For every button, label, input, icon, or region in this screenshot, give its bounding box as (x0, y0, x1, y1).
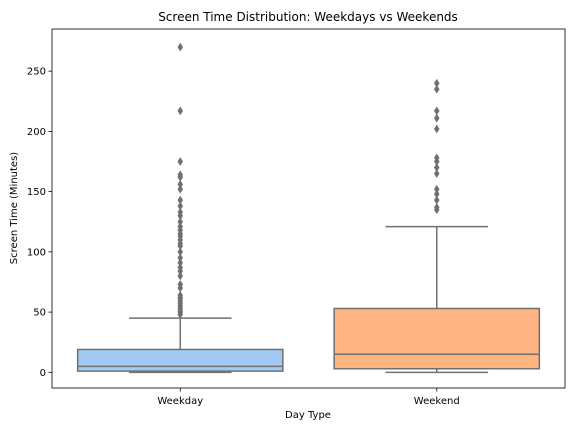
outlier-point-weekday (177, 279, 184, 289)
outlier-point-weekday (177, 258, 184, 268)
y-axis-label: Screen Time (Minutes) (9, 152, 20, 264)
outlier-point-weekend (433, 113, 440, 123)
outlier-point-weekday (177, 179, 184, 189)
outlier-point-weekend (433, 163, 440, 173)
outlier-point-weekday (177, 184, 184, 194)
outlier-point-weekday (177, 207, 184, 217)
outlier-point-weekend (433, 124, 440, 134)
x-axis-label: Day Type (285, 410, 331, 421)
outlier-point-weekday (177, 201, 184, 211)
outlier-point-weekday (177, 170, 184, 180)
outlier-point-weekend (433, 78, 440, 88)
outlier-point-weekday (177, 247, 184, 257)
outlier-point-weekend (433, 195, 440, 205)
outlier-point-weekday (177, 106, 184, 116)
outlier-point-weekend (433, 189, 440, 199)
outlier-point-weekday (177, 222, 184, 232)
y-tick-label: 250 (27, 67, 46, 78)
outlier-point-weekday (177, 253, 184, 263)
outlier-point-weekday (177, 42, 184, 52)
box-weekday (76, 348, 284, 372)
box-weekend (333, 307, 541, 370)
y-tick-label: 50 (33, 308, 46, 319)
outlier-point-weekend (433, 84, 440, 94)
outlier-point-weekday (177, 290, 184, 300)
chart-title: Screen Time Distribution: Weekdays vs We… (158, 10, 458, 24)
outlier-point-weekday (177, 157, 184, 166)
outlier-point-weekday (177, 217, 184, 227)
plot-frame (51, 28, 566, 389)
outlier-point-weekend (433, 153, 440, 163)
y-tick-label: 200 (27, 127, 46, 138)
x-tick-label: Weekday (157, 396, 203, 407)
y-tick-label: 0 (40, 368, 46, 379)
outlier-point-weekday (177, 263, 184, 273)
y-tick-label: 150 (27, 187, 46, 198)
outlier-point-weekend (433, 106, 440, 116)
outlier-point-weekend (433, 169, 440, 179)
outlier-point-weekend (433, 202, 440, 212)
outlier-point-weekend (433, 184, 440, 194)
outlier-point-weekday (177, 195, 184, 205)
outlier-point-weekday (177, 271, 184, 281)
y-tick-label: 100 (27, 247, 46, 258)
x-tick-label: Weekend (414, 396, 460, 407)
